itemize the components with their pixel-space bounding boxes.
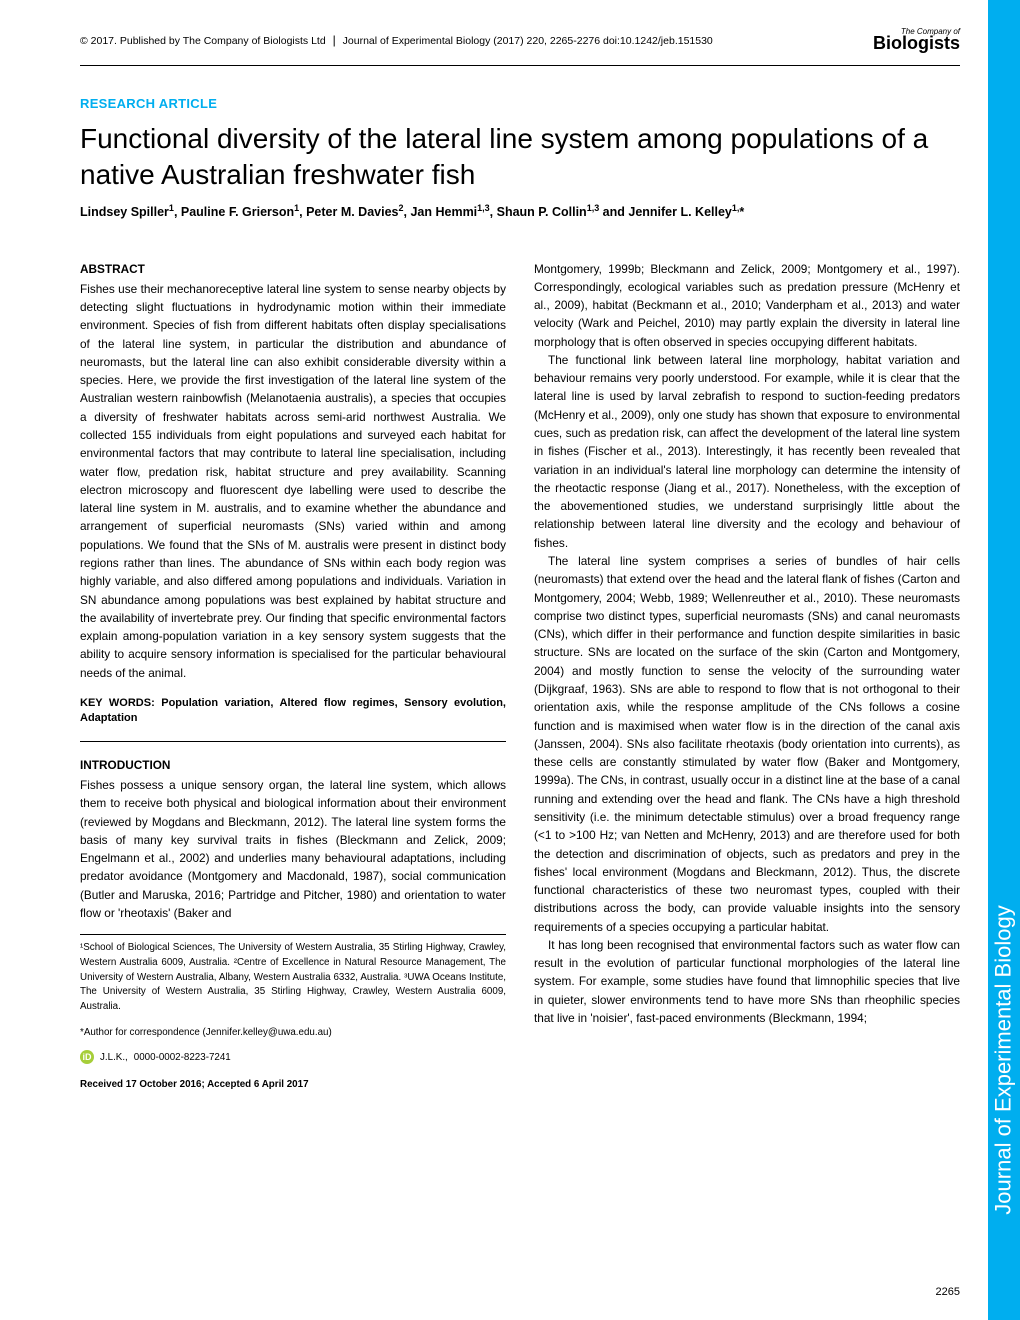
keywords-line: KEY WORDS: Population variation, Altered… (80, 696, 506, 727)
header-citation: © 2017. Published by The Company of Biol… (80, 33, 713, 47)
affiliation-rule (80, 934, 506, 935)
copyright-text: © 2017. Published by The Company of Biol… (80, 35, 326, 47)
right-paragraph-1: Montgomery, 1999b; Bleckmann and Zelick,… (534, 260, 960, 351)
page-number: 2265 (936, 1286, 960, 1298)
abstract-heading: ABSTRACT (80, 260, 506, 278)
article-type-label: RESEARCH ARTICLE (80, 96, 960, 111)
keywords-rule (80, 741, 506, 742)
orcid-icon: iD (80, 1050, 94, 1064)
correspondence: *Author for correspondence (Jennifer.kel… (80, 1025, 506, 1040)
header-separator: | (333, 33, 336, 47)
page-container: © 2017. Published by The Company of Biol… (0, 0, 1020, 1320)
intro-paragraph-1: Fishes possess a unique sensory organ, t… (80, 776, 506, 922)
received-accepted: Received 17 October 2016; Accepted 6 Apr… (80, 1077, 506, 1092)
orcid-row: iD J.L.K., 0000-0002-8223-7241 (80, 1050, 506, 1065)
header-row: © 2017. Published by The Company of Biol… (80, 28, 960, 57)
author-list: Lindsey Spiller1, Pauline F. Grierson1, … (80, 203, 960, 219)
two-column-layout: ABSTRACT Fishes use their mechanorecepti… (80, 260, 960, 1093)
citation-text: Journal of Experimental Biology (2017) 2… (343, 35, 713, 47)
header-rule (80, 65, 960, 66)
left-column: ABSTRACT Fishes use their mechanorecepti… (80, 260, 506, 1093)
right-paragraph-4: It has long been recognised that environ… (534, 936, 960, 1027)
introduction-heading: INTRODUCTION (80, 756, 506, 774)
right-column: Montgomery, 1999b; Bleckmann and Zelick,… (534, 260, 960, 1093)
orcid-author: J.L.K., (100, 1050, 128, 1065)
right-paragraph-2: The functional link between lateral line… (534, 351, 960, 552)
orcid-id: 0000-0002-8223-7241 (134, 1050, 231, 1065)
affiliations: ¹School of Biological Sciences, The Univ… (80, 941, 506, 1014)
logo-big-text: Biologists (873, 33, 960, 53)
article-title: Functional diversity of the lateral line… (80, 121, 960, 194)
abstract-body: Fishes use their mechanoreceptive latera… (80, 280, 506, 682)
publisher-logo: The Company of Biologists (873, 28, 960, 53)
right-paragraph-3: The lateral line system comprises a seri… (534, 552, 960, 936)
